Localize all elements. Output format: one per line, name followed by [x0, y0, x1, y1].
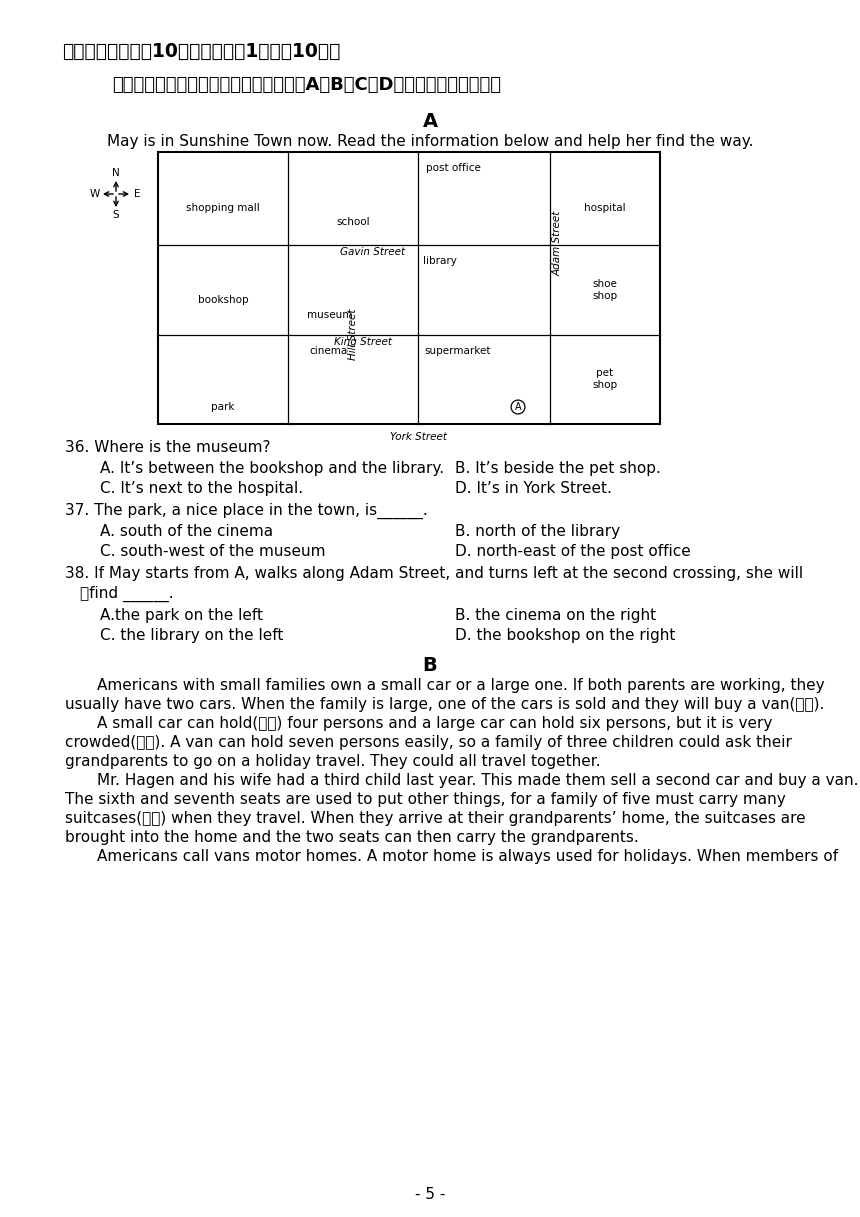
Text: C. It’s next to the hospital.: C. It’s next to the hospital.: [100, 481, 303, 497]
Text: 38. If May starts from A, walks along Adam Street, and turns left at the second : 38. If May starts from A, walks along Ad…: [65, 566, 803, 581]
Text: S: S: [113, 211, 120, 220]
Text: ，find ______.: ，find ______.: [80, 587, 174, 602]
Text: B. the cinema on the right: B. the cinema on the right: [455, 608, 656, 623]
Text: bookshop: bookshop: [198, 295, 249, 305]
Text: Mr. Hagen and his wife had a third child last year. This made them sell a second: Mr. Hagen and his wife had a third child…: [97, 773, 858, 787]
Text: May is in Sunshine Town now. Read the information below and help her find the wa: May is in Sunshine Town now. Read the in…: [107, 134, 753, 148]
Text: Hill Street: Hill Street: [348, 308, 358, 360]
Text: D. north-east of the post office: D. north-east of the post office: [455, 544, 691, 559]
Text: A. south of the cinema: A. south of the cinema: [100, 525, 273, 539]
Text: 阅读下列材料，从每题所给的四个选项（A、B、C、D）中，选出最佳选项。: 阅读下列材料，从每题所给的四个选项（A、B、C、D）中，选出最佳选项。: [112, 75, 501, 94]
Text: A small car can hold(容纳) four persons and a large car can hold six persons, but : A small car can hold(容纳) four persons an…: [97, 716, 772, 731]
Text: D. the bookshop on the right: D. the bookshop on the right: [455, 628, 675, 643]
Text: park: park: [212, 402, 235, 413]
Text: school: school: [336, 217, 370, 228]
Text: cinema: cinema: [309, 346, 347, 357]
Text: pet
shop: pet shop: [593, 369, 617, 389]
Text: 37. The park, a nice place in the town, is______.: 37. The park, a nice place in the town, …: [65, 503, 427, 520]
Text: suitcases(衣筱) when they travel. When they arrive at their grandparents’ home, th: suitcases(衣筱) when they travel. When the…: [65, 811, 806, 826]
Text: library: library: [423, 256, 457, 267]
Text: supermarket: supermarket: [425, 346, 491, 357]
Text: The sixth and seventh seats are used to put other things, for a family of five m: The sixth and seventh seats are used to …: [65, 792, 786, 807]
Text: A. It’s between the bookshop and the library.: A. It’s between the bookshop and the lib…: [100, 461, 444, 476]
Text: brought into the home and the two seats can then carry the grandparents.: brought into the home and the two seats …: [65, 830, 639, 845]
Text: crowded(拥挤). A van can hold seven persons easily, so a family of three children : crowded(拥挤). A van can hold seven person…: [65, 735, 792, 750]
Text: 四、阅读理解（入10小题，每小题1分，满10分）: 四、阅读理解（入10小题，每小题1分，满10分）: [62, 43, 341, 61]
Text: A: A: [422, 112, 438, 131]
Bar: [158, 152, 660, 424]
Text: Americans call vans motor homes. A motor home is always used for holidays. When : Americans call vans motor homes. A motor…: [97, 849, 838, 864]
Text: King Street: King Street: [334, 337, 392, 347]
Text: Adam Street: Adam Street: [553, 211, 563, 276]
Text: grandparents to go on a holiday travel. They could all travel together.: grandparents to go on a holiday travel. …: [65, 755, 600, 769]
Text: B. north of the library: B. north of the library: [455, 525, 620, 539]
Text: Americans with small families own a small car or a large one. If both parents ar: Americans with small families own a smal…: [97, 678, 825, 692]
Text: C. the library on the left: C. the library on the left: [100, 628, 284, 643]
Text: museum: museum: [307, 310, 353, 320]
Text: W: W: [90, 189, 100, 200]
Text: B. It’s beside the pet shop.: B. It’s beside the pet shop.: [455, 461, 660, 476]
Text: Gavin Street: Gavin Street: [341, 247, 406, 257]
Text: N: N: [112, 168, 120, 178]
Text: 36. Where is the museum?: 36. Where is the museum?: [65, 441, 271, 455]
Text: shopping mall: shopping mall: [186, 203, 260, 213]
Text: C. south-west of the museum: C. south-west of the museum: [100, 544, 325, 559]
Text: A: A: [514, 402, 521, 413]
Text: B: B: [422, 656, 438, 675]
Text: E: E: [134, 189, 140, 200]
Text: D. It’s in York Street.: D. It’s in York Street.: [455, 481, 611, 497]
Text: York Street: York Street: [390, 432, 447, 442]
Text: - 5 -: - 5 -: [415, 1187, 445, 1202]
Text: usually have two cars. When the family is large, one of the cars is sold and the: usually have two cars. When the family i…: [65, 697, 825, 712]
Text: post office: post office: [426, 163, 481, 173]
Text: hospital: hospital: [584, 203, 626, 213]
Text: shoe
shop: shoe shop: [593, 279, 617, 301]
Text: A.​the park on the left: A.​the park on the left: [100, 608, 263, 623]
